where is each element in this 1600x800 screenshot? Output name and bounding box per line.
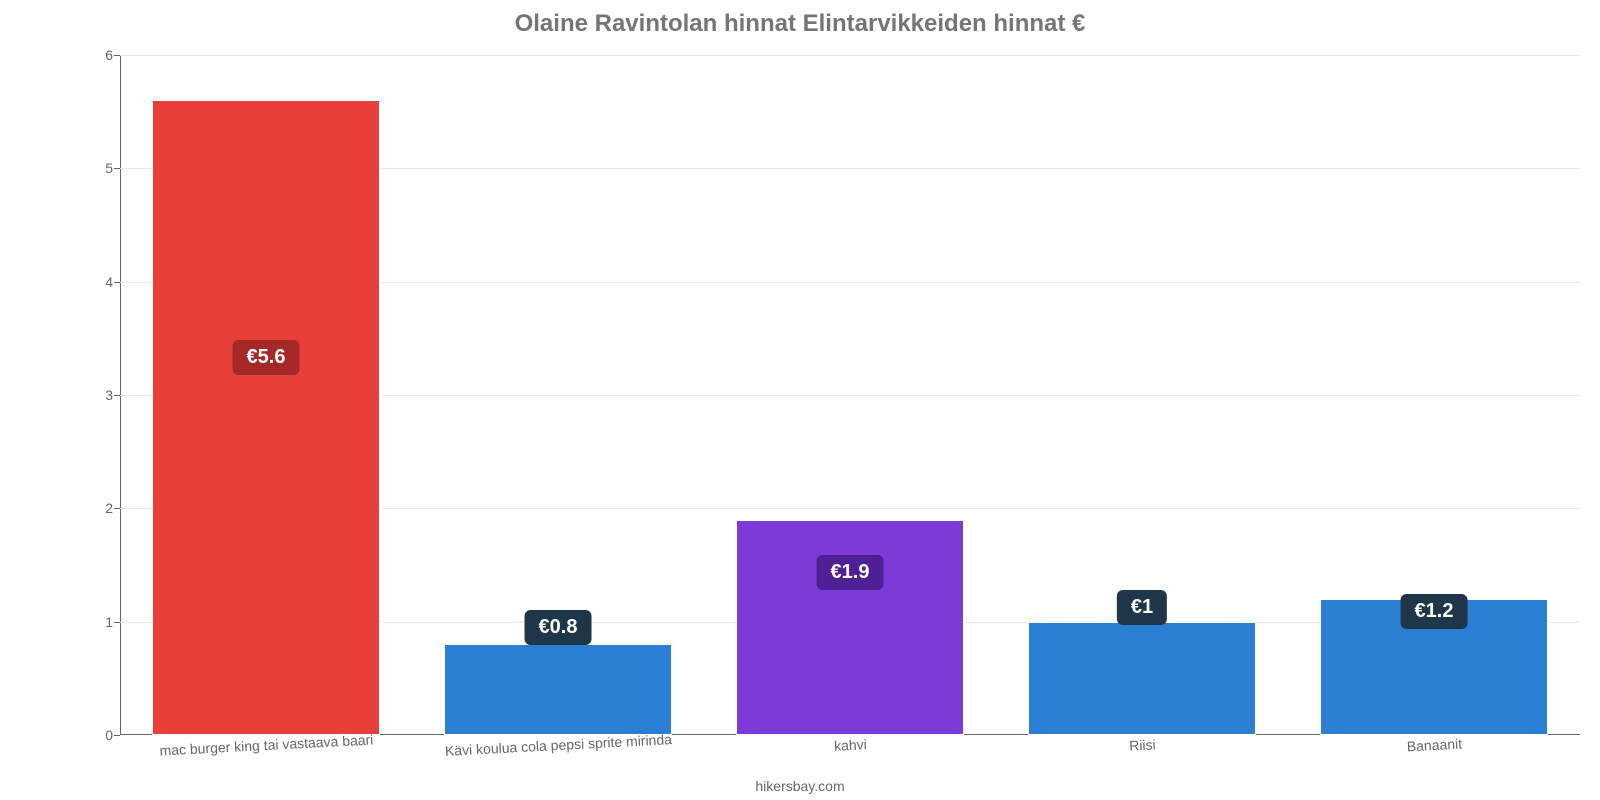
x-axis-category-label: Banaanit [1406,736,1462,755]
x-axis-category-label: mac burger king tai vastaava baari [159,731,374,758]
y-tick-label: 1 [85,614,113,630]
bar-value-badge: €1.2 [1401,594,1468,629]
y-tick-label: 2 [85,500,113,516]
y-tick [114,735,120,736]
x-label-slot: kahvi [704,737,996,777]
bar-value-badge: €1.9 [817,555,884,590]
bar-slot: €5.6 [120,55,412,735]
chart-title: Olaine Ravintolan hinnat Elintarvikkeide… [0,10,1600,38]
bars-group: €5.6 €0.8 €1.9 €1 €1.2 [120,55,1580,735]
bar [736,520,964,735]
y-tick-label: 3 [85,387,113,403]
bar [444,644,672,735]
y-tick-label: 4 [85,274,113,290]
x-label-slot: mac burger king tai vastaava baari [120,737,412,777]
x-label-slot: Banaanit [1288,737,1580,777]
attribution-text: hikersbay.com [0,778,1600,794]
bar-value-badge: €1 [1117,590,1167,625]
plot-area: 0123456 €5.6€0.8€1.9€1€1.2 [120,55,1580,735]
x-axis-labels: mac burger king tai vastaava baariKävi k… [120,737,1580,777]
x-axis-category-label: Kävi koulua cola pepsi sprite mirinda [445,731,673,759]
y-tick-label: 5 [85,160,113,176]
bar-slot: €1.2 [1288,55,1580,735]
bar-value-badge: €5.6 [233,340,300,375]
x-label-slot: Kävi koulua cola pepsi sprite mirinda [412,737,704,777]
y-tick-label: 0 [85,727,113,743]
bar-slot: €1.9 [704,55,996,735]
bar-value-badge: €0.8 [525,610,592,645]
y-tick-label: 6 [85,47,113,63]
bar [152,100,380,735]
bar-slot: €0.8 [412,55,704,735]
bar [1028,622,1256,735]
bar-slot: €1 [996,55,1288,735]
x-axis-category-label: Riisi [1129,736,1156,753]
chart-container: Olaine Ravintolan hinnat Elintarvikkeide… [0,0,1600,800]
x-label-slot: Riisi [996,737,1288,777]
x-axis-category-label: kahvi [834,736,867,754]
